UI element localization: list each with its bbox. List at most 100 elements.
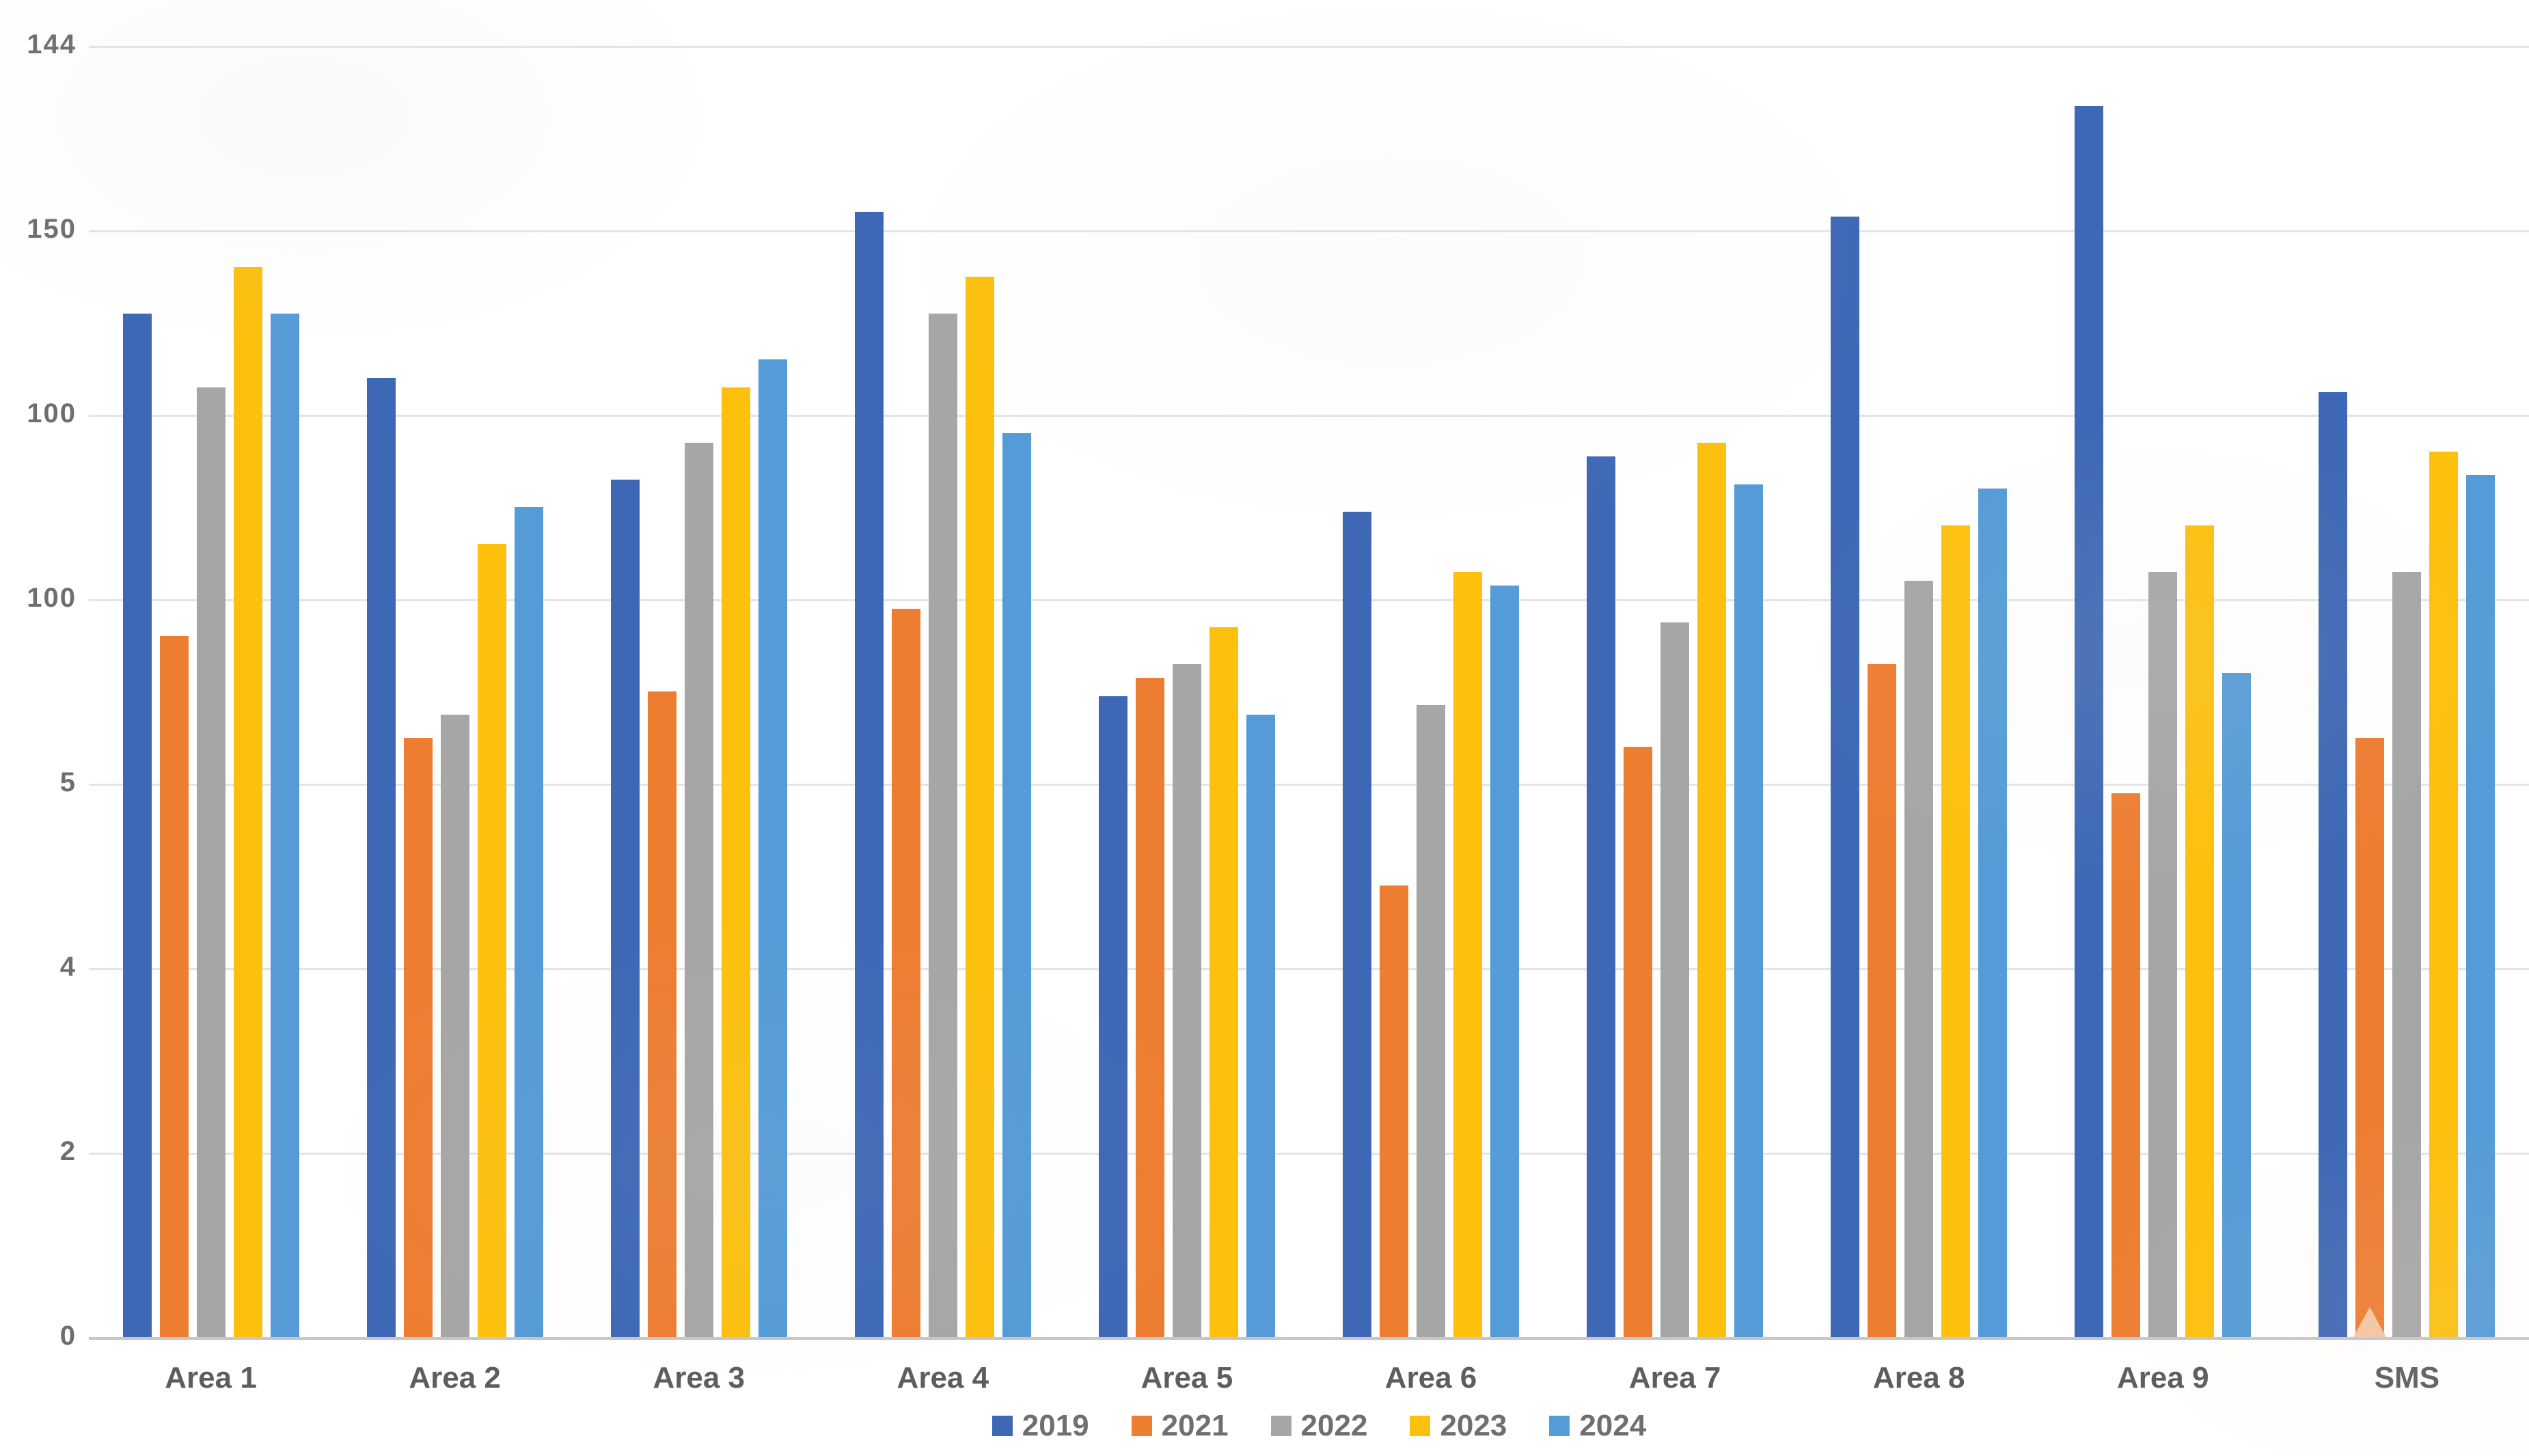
legend-item-2022: 2022 xyxy=(1270,1409,1368,1443)
bar-2024-area-9 xyxy=(2222,673,2252,1337)
bar-2021-sms xyxy=(2353,738,2387,1337)
bar-2024-area-4 xyxy=(1002,433,1031,1337)
bar-2024-area-6 xyxy=(1490,586,1520,1337)
bar-2024-area-8 xyxy=(1978,489,2008,1337)
bar-2019-area-5 xyxy=(1098,696,1127,1337)
bar-2024-sms xyxy=(2466,475,2496,1337)
x-axis-line xyxy=(89,1337,2529,1340)
bar-2019-sms xyxy=(2319,392,2348,1337)
bar-group-area-9 xyxy=(2041,0,2285,1337)
bar-2022-sms xyxy=(2392,572,2422,1337)
bar-2021-area-3 xyxy=(647,691,676,1337)
bar-2021-area-4 xyxy=(891,609,920,1337)
legend-label-2021: 2021 xyxy=(1161,1409,1229,1442)
legend-item-2023: 2023 xyxy=(1410,1409,1507,1443)
x-axis-label-area-5: Area 5 xyxy=(1140,1361,1233,1395)
bar-2022-area-3 xyxy=(684,443,713,1337)
bar-group-sms xyxy=(2285,0,2529,1337)
x-axis-label-area-6: Area 6 xyxy=(1384,1361,1477,1395)
y-tick-label: 100 xyxy=(27,398,77,428)
legend-swatch-2023 xyxy=(1410,1416,1431,1436)
bar-2022-area-7 xyxy=(1660,622,1690,1337)
legend-swatch-2021 xyxy=(1131,1416,1152,1436)
bar-2022-area-5 xyxy=(1172,664,1201,1337)
y-tick-label: 4 xyxy=(59,952,77,982)
bar-group-area-1 xyxy=(89,0,333,1337)
x-axis-label-area-4: Area 4 xyxy=(897,1361,989,1395)
legend-label-2019: 2019 xyxy=(1022,1409,1089,1442)
bar-2023-sms xyxy=(2429,452,2459,1337)
bar-group-area-8 xyxy=(1797,0,2041,1337)
bar-2022-area-1 xyxy=(196,387,225,1337)
y-tick-label: 100 xyxy=(27,583,77,613)
x-axis-label-area-9: Area 9 xyxy=(2117,1361,2209,1395)
bar-2024-area-3 xyxy=(758,359,787,1337)
bar-2023-area-1 xyxy=(233,267,262,1337)
legend-swatch-2019 xyxy=(992,1416,1013,1436)
x-axis-label-area-2: Area 2 xyxy=(409,1361,501,1395)
bar-2023-area-2 xyxy=(477,544,506,1337)
gridline xyxy=(89,968,2529,970)
bar-2019-area-7 xyxy=(1587,456,1616,1337)
bar-2023-area-3 xyxy=(721,387,750,1337)
bar-2023-area-5 xyxy=(1209,627,1238,1337)
gridline xyxy=(89,415,2529,417)
bar-2019-area-6 xyxy=(1343,512,1372,1337)
legend-label-2024: 2024 xyxy=(1579,1409,1647,1442)
y-tick-label: 2 xyxy=(59,1136,77,1166)
bar-2021-area-5 xyxy=(1135,678,1164,1337)
legend-item-2019: 2019 xyxy=(992,1409,1089,1443)
y-tick-label: 5 xyxy=(59,767,77,797)
bar-2019-area-2 xyxy=(366,378,396,1337)
x-axis-label-area-3: Area 3 xyxy=(653,1361,745,1395)
bar-2023-area-4 xyxy=(965,277,994,1337)
bar-2022-area-9 xyxy=(2148,572,2178,1337)
bar-2022-area-4 xyxy=(928,314,957,1337)
bar-2024-area-1 xyxy=(270,314,299,1337)
y-tick-label: 150 xyxy=(27,214,77,244)
y-axis: 144 150 100 100 5 4 2 0 xyxy=(0,0,82,1456)
bar-2021-area-1 xyxy=(159,636,189,1337)
bar-2019-area-1 xyxy=(122,314,152,1337)
gridline xyxy=(89,1153,2529,1155)
y-tick-label: 0 xyxy=(59,1321,77,1351)
bar-2023-area-7 xyxy=(1697,443,1727,1337)
bar-group-area-5 xyxy=(1065,0,1309,1337)
bar-2024-area-5 xyxy=(1246,715,1275,1337)
artifact-triangle xyxy=(2353,1307,2387,1337)
gridline xyxy=(89,784,2529,786)
bar-group-area-3 xyxy=(577,0,821,1337)
legend-item-2024: 2024 xyxy=(1549,1409,1646,1443)
legend-swatch-2024 xyxy=(1549,1416,1570,1436)
legend-label-2022: 2022 xyxy=(1300,1409,1368,1442)
bar-2019-area-8 xyxy=(1831,217,1860,1337)
bar-2024-area-2 xyxy=(514,507,543,1337)
bar-2023-area-6 xyxy=(1453,572,1483,1337)
bar-group-area-6 xyxy=(1309,0,1553,1337)
bar-2022-area-2 xyxy=(440,715,469,1337)
x-axis: Area 1 Area 2 Area 3 Area 4 Area 5 Area 6 Area… xyxy=(89,1361,2529,1395)
bar-2019-area-3 xyxy=(610,480,640,1337)
bar-2023-area-8 xyxy=(1941,525,1971,1337)
legend-label-2023: 2023 xyxy=(1440,1409,1507,1442)
x-axis-label-area-8: Area 8 xyxy=(1872,1361,1965,1395)
bar-2022-area-6 xyxy=(1417,705,1446,1337)
x-axis-label-sms: SMS xyxy=(2374,1361,2440,1395)
bar-2021-area-8 xyxy=(1868,664,1897,1337)
bar-2021-area-9 xyxy=(2111,793,2141,1337)
bar-2021-area-2 xyxy=(403,738,433,1337)
gridline xyxy=(89,599,2529,601)
plot-area xyxy=(89,0,2529,1337)
legend-swatch-2022 xyxy=(1270,1416,1291,1436)
bar-group-area-2 xyxy=(333,0,577,1337)
bar-2019-area-9 xyxy=(2075,106,2104,1337)
bar-2022-area-8 xyxy=(1904,581,1934,1337)
bar-2021-area-6 xyxy=(1380,885,1409,1337)
bar-2023-area-9 xyxy=(2185,525,2215,1337)
gridline xyxy=(89,46,2529,48)
y-tick-label: 144 xyxy=(27,29,77,59)
bar-group-area-7 xyxy=(1553,0,1797,1337)
x-axis-label-area-7: Area 7 xyxy=(1628,1361,1721,1395)
